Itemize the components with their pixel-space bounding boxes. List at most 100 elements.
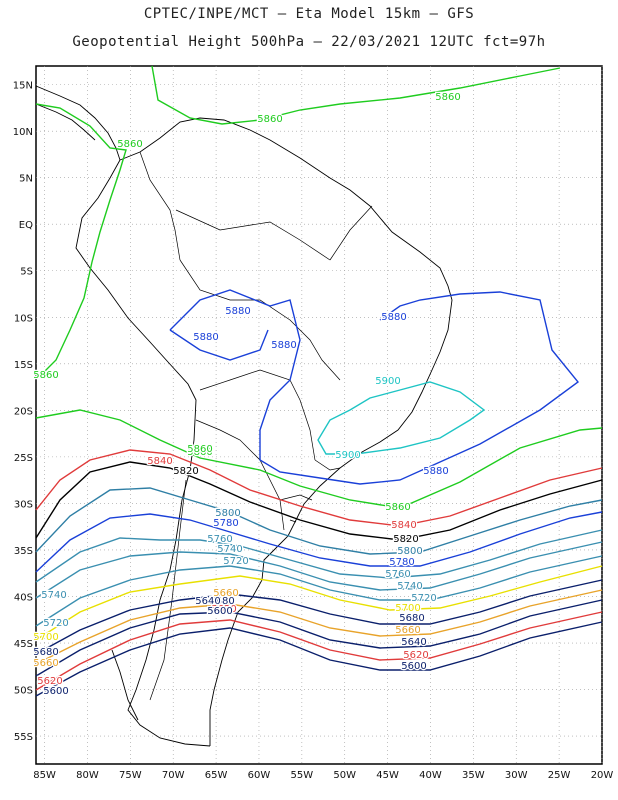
contour-label: 5660 xyxy=(395,625,420,636)
lat-tick-label: 15S xyxy=(14,360,33,371)
country-borders xyxy=(139,151,373,701)
contour-label: 5900 xyxy=(375,376,400,387)
contour-label: 5620 xyxy=(211,604,236,615)
contour-label: 5860 xyxy=(385,502,410,513)
contour-label: 5740 xyxy=(41,590,66,601)
map-title: CPTEC/INPE/MCT – Eta Model 15km – GFS xyxy=(143,6,475,22)
contour-label: 5620 xyxy=(37,676,62,687)
contour-label: 5880 xyxy=(225,306,250,317)
contour-label: 5720 xyxy=(43,618,68,629)
contour-label: 5860 xyxy=(117,139,142,150)
lat-tick-label: 10S xyxy=(14,313,33,324)
contour-label: 5880 xyxy=(381,312,406,323)
lat-tick-label: 35S xyxy=(14,546,33,557)
lon-tick-label: 50W xyxy=(333,770,356,781)
lat-tick-label: 30S xyxy=(14,499,33,510)
contour-label: 5880 xyxy=(193,332,218,343)
contour-label: 5880 xyxy=(271,340,296,351)
grid-lines xyxy=(36,66,603,764)
contour-label: 5640 xyxy=(195,596,220,607)
contour-label: 5600 xyxy=(43,686,68,697)
lat-tick-label: 10N xyxy=(13,127,33,138)
contour-label: 5720 xyxy=(411,593,436,604)
lon-tick-label: 25W xyxy=(548,770,571,781)
contour-5620 xyxy=(35,611,603,691)
contour-label: 5860 xyxy=(187,444,212,455)
lon-tick-label: 40W xyxy=(419,770,442,781)
contour-label: 5760 xyxy=(207,534,232,545)
lon-tick-label: 20W xyxy=(591,770,614,781)
contour-label: 5860 xyxy=(187,447,212,458)
contour-5860 xyxy=(35,409,603,509)
contour-label: 5760 xyxy=(385,569,410,580)
contour-5860 xyxy=(151,65,561,125)
contour-label: 5780 xyxy=(213,518,238,529)
lat-tick-label: 55S xyxy=(14,732,33,743)
lat-tick-label: EQ xyxy=(19,220,33,231)
contour-label: 5840 xyxy=(391,520,416,531)
map-subtitle: Geopotential Height 500hPa – 22/03/2021 … xyxy=(72,34,546,50)
contour-label: 5820 xyxy=(173,466,198,477)
contour-5900 xyxy=(317,381,486,455)
contour-label: 5860 xyxy=(257,114,282,125)
contour-5660 xyxy=(35,589,603,665)
contour-label: 5680 xyxy=(399,613,424,624)
lat-tick-label: 50S xyxy=(14,686,33,697)
contour-label: 5600 xyxy=(207,606,232,617)
lon-tick-label: 45W xyxy=(376,770,399,781)
contour-label: 5800 xyxy=(215,508,240,519)
lat-tick-label: 5S xyxy=(20,267,33,278)
contour-label: 5700 xyxy=(33,632,58,643)
contour-5880 xyxy=(169,289,580,485)
contour-label: 5900 xyxy=(335,450,360,461)
contour-label: 5740 xyxy=(397,581,422,592)
lon-tick-label: 55W xyxy=(291,770,314,781)
contour-label: 5660 xyxy=(213,588,238,599)
lon-tick-label: 60W xyxy=(248,770,271,781)
contour-5720 xyxy=(35,555,603,627)
lon-tick-label: 35W xyxy=(462,770,485,781)
lon-tick-label: 30W xyxy=(505,770,528,781)
contours xyxy=(35,65,603,697)
contour-label: 5620 xyxy=(403,650,428,661)
lat-tick-label: 5N xyxy=(19,174,33,185)
lat-tick-label: 40S xyxy=(14,592,33,603)
contour-5860 xyxy=(35,103,127,373)
contour-5600 xyxy=(35,621,603,697)
contour-label: 5660 xyxy=(33,658,58,669)
contour-5800 xyxy=(35,487,603,555)
axis-ticks: 15N10N5NEQ5S10S15S20S25S30S35S40S45S50S5… xyxy=(13,81,614,781)
contour-label: 5700 xyxy=(395,603,420,614)
lat-tick-label: 20S xyxy=(14,406,33,417)
contour-label: 5860 xyxy=(435,92,460,103)
contour-label: 5740 xyxy=(217,544,242,555)
contour-label: 5640 xyxy=(401,637,426,648)
contour-5700 xyxy=(35,565,603,641)
contour-5840 xyxy=(35,449,603,527)
contour-label: 5680 xyxy=(209,596,234,607)
lon-tick-label: 75W xyxy=(119,770,142,781)
contour-5820 xyxy=(35,461,603,541)
lon-tick-label: 70W xyxy=(162,770,185,781)
contour-5640 xyxy=(35,599,603,677)
lat-tick-label: 45S xyxy=(14,639,33,650)
contour-label: 5800 xyxy=(397,546,422,557)
contour-labels: 5860 5860 5860 5860 5860 5860 5880 5880 5880 5880… xyxy=(32,91,462,699)
contour-label: 5840 xyxy=(147,456,172,467)
lon-tick-label: 80W xyxy=(76,770,99,781)
contour-5740 xyxy=(35,541,603,599)
lat-tick-label: 15N xyxy=(13,81,33,92)
contour-label: 5680 xyxy=(33,647,58,658)
contour-5760 xyxy=(35,529,603,583)
contour-label: 5600 xyxy=(401,661,426,672)
lon-tick-label: 65W xyxy=(205,770,228,781)
contour-label: 5780 xyxy=(389,557,414,568)
lon-tick-label: 85W xyxy=(33,770,56,781)
contour-label: 5820 xyxy=(393,534,418,545)
contour-label: 5860 xyxy=(33,370,58,381)
contour-5780 xyxy=(35,511,603,573)
contour-5880 xyxy=(169,329,269,361)
contour-label: 5880 xyxy=(423,466,448,477)
lat-tick-label: 25S xyxy=(14,453,33,464)
